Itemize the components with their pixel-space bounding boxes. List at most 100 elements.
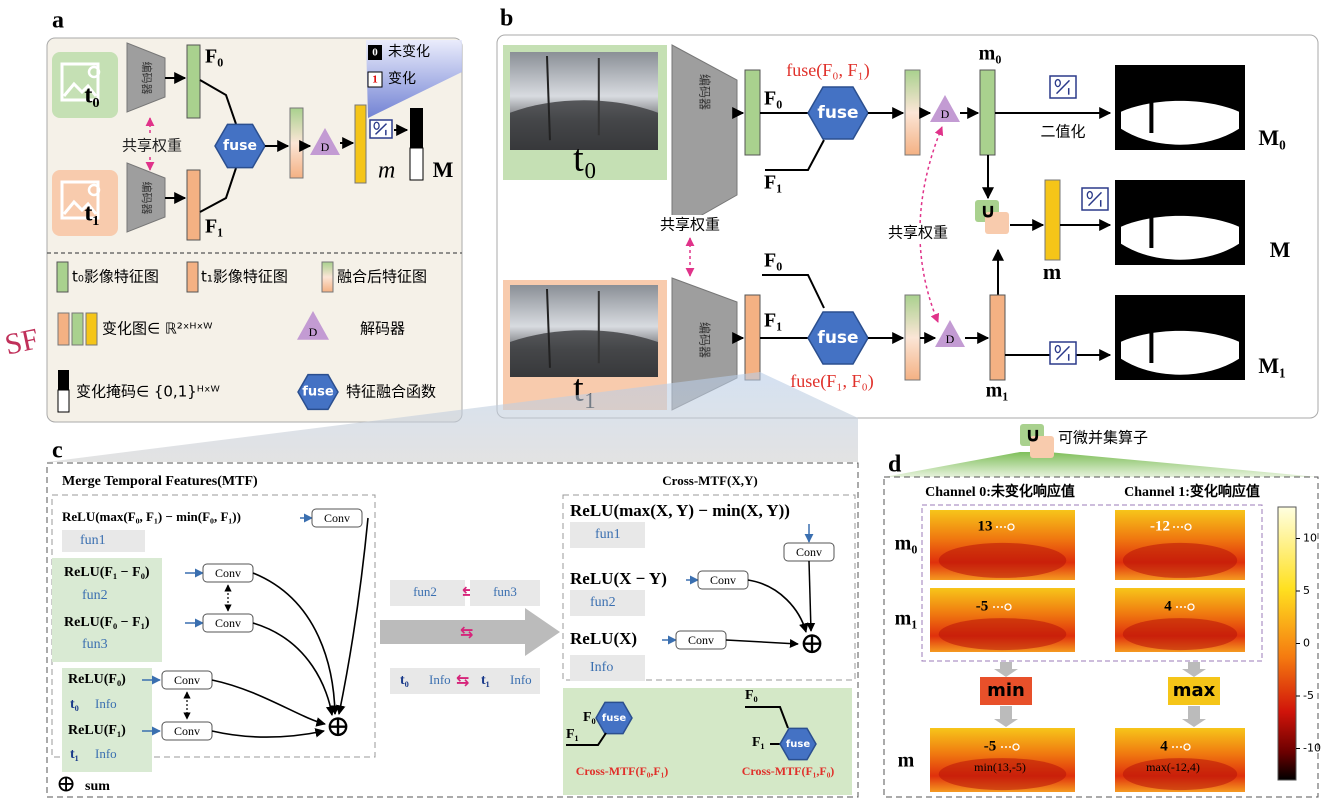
mask-bar xyxy=(410,148,423,180)
feature-bar xyxy=(745,70,760,155)
label: 解码器 xyxy=(360,320,405,338)
label: M xyxy=(433,157,454,182)
label: Conv xyxy=(710,573,736,587)
label: fuse xyxy=(302,385,334,400)
label: ⊕ xyxy=(325,710,350,743)
label: D xyxy=(321,140,330,154)
label: min xyxy=(987,680,1025,701)
label: ReLU(F₁ − F₀) xyxy=(64,565,150,580)
label: t₀ xyxy=(573,138,597,180)
label: M xyxy=(1270,237,1291,262)
label: ⊕ xyxy=(799,627,824,660)
fused-bar xyxy=(905,70,920,155)
label: 4 xyxy=(1160,738,1168,754)
label: 13 xyxy=(978,518,993,534)
label: Conv xyxy=(215,616,241,630)
label: t₀ xyxy=(84,83,99,109)
label: ReLU(max(X, Y) − min(X, Y)) xyxy=(570,501,790,520)
label: ⇆ xyxy=(460,623,473,642)
label: 1 xyxy=(372,74,378,86)
label: F₀ xyxy=(205,46,223,68)
label: SF xyxy=(2,322,42,361)
change-map-bar xyxy=(990,295,1005,380)
legend-swatch xyxy=(322,262,333,292)
fused-bar xyxy=(905,295,920,380)
label: Info xyxy=(590,660,613,675)
label: m₀ xyxy=(895,533,918,555)
label: Cross-MTF(F₁,F₀) xyxy=(742,764,835,778)
label: F₁ xyxy=(205,216,223,238)
label: Info xyxy=(95,696,117,711)
label: min(13,-5) xyxy=(974,760,1026,774)
colorbar xyxy=(1278,507,1296,780)
label: t₀影像特征图 xyxy=(72,268,159,286)
label: F₀ xyxy=(764,88,782,110)
change-map-bar xyxy=(980,70,995,155)
legend-swatch xyxy=(72,313,83,345)
label: m₁ xyxy=(895,608,918,630)
label: F₁ xyxy=(764,310,782,332)
legend-swatch xyxy=(58,313,69,345)
label: 共享权重 xyxy=(660,216,720,234)
label: Conv xyxy=(796,545,822,559)
label: Channel 1:变化响应值 xyxy=(1124,483,1260,500)
label: 共享权重 xyxy=(888,224,948,242)
colorbar-tick-label: 10 xyxy=(1303,532,1317,545)
label: -5 xyxy=(984,738,997,754)
label: Conv xyxy=(215,566,241,580)
label: D xyxy=(946,332,955,346)
label: 特征融合函数 xyxy=(346,383,436,401)
figure: at₀t₁编码器编码器F₀F₁共享权重fuseDmM0未变化1变化t₀影像特征图… xyxy=(0,0,1324,801)
label: m xyxy=(1043,259,1061,284)
label: ReLU(max(F₀, F₁) − min(F₀, F₁)) xyxy=(62,509,241,524)
label: 变化图∈ ℝ²ˣᴴˣᵂ xyxy=(102,320,213,338)
legend-swatch xyxy=(58,390,69,412)
heatmap-region xyxy=(939,543,1067,578)
label: -12 xyxy=(1150,518,1170,534)
label: fuse(F₀, F₁) xyxy=(786,60,870,81)
label: F₁ xyxy=(566,727,579,742)
feature-bar xyxy=(187,45,200,118)
label: 编码器 xyxy=(698,74,713,110)
label: 共享权重 xyxy=(122,137,182,155)
label: Info xyxy=(95,746,117,761)
label: fuse(F₁, F₀) xyxy=(790,371,874,392)
label: t₁ xyxy=(84,201,99,227)
change-map-bar xyxy=(1045,180,1060,260)
legend-swatch xyxy=(187,262,198,292)
label: Channel 0:未变化响应值 xyxy=(925,483,1075,500)
label: Conv xyxy=(324,511,350,525)
label: 0 xyxy=(372,47,378,59)
label: Merge Temporal Features(MTF) xyxy=(62,474,258,489)
label: max xyxy=(1173,680,1216,701)
heatmap-region xyxy=(1123,618,1237,650)
mask-bar xyxy=(410,108,423,148)
label: ReLU(F₀) xyxy=(68,672,126,687)
heatmap-region xyxy=(1123,543,1237,578)
label: t₀ xyxy=(70,697,79,712)
label: ReLU(F₀ − F₁) xyxy=(64,615,150,630)
label: Conv xyxy=(688,633,714,647)
label: ⊕ xyxy=(56,772,76,798)
label: Cross-MTF(F₀,F₁) xyxy=(576,764,669,778)
colorbar-tick-label: 5 xyxy=(1303,584,1310,597)
page: { "panel_a": { "label": "a", "t0": "t₀",… xyxy=(0,0,1324,801)
label: sum xyxy=(85,779,110,794)
colorbar-tick-label: -10 xyxy=(1303,742,1321,755)
zoom-wedge xyxy=(884,452,1318,477)
label: 编码器 xyxy=(140,182,154,215)
label: Conv xyxy=(174,673,200,687)
label: -5 xyxy=(976,598,989,614)
label: M₀ xyxy=(1258,125,1286,150)
label: ReLU(X) xyxy=(570,629,637,648)
label: 变化掩码∈ {0,1}ᴴˣᵂ xyxy=(76,383,221,401)
label: a xyxy=(52,8,64,34)
label: F₀ xyxy=(764,250,782,272)
legend-swatch xyxy=(58,370,69,390)
label: fuse xyxy=(817,103,858,123)
label: fun3 xyxy=(493,584,517,599)
colorbar-tick-label: 0 xyxy=(1303,637,1310,650)
label: fun2 xyxy=(590,595,616,610)
label: 二值化 xyxy=(1040,123,1085,141)
label: m xyxy=(898,750,915,772)
